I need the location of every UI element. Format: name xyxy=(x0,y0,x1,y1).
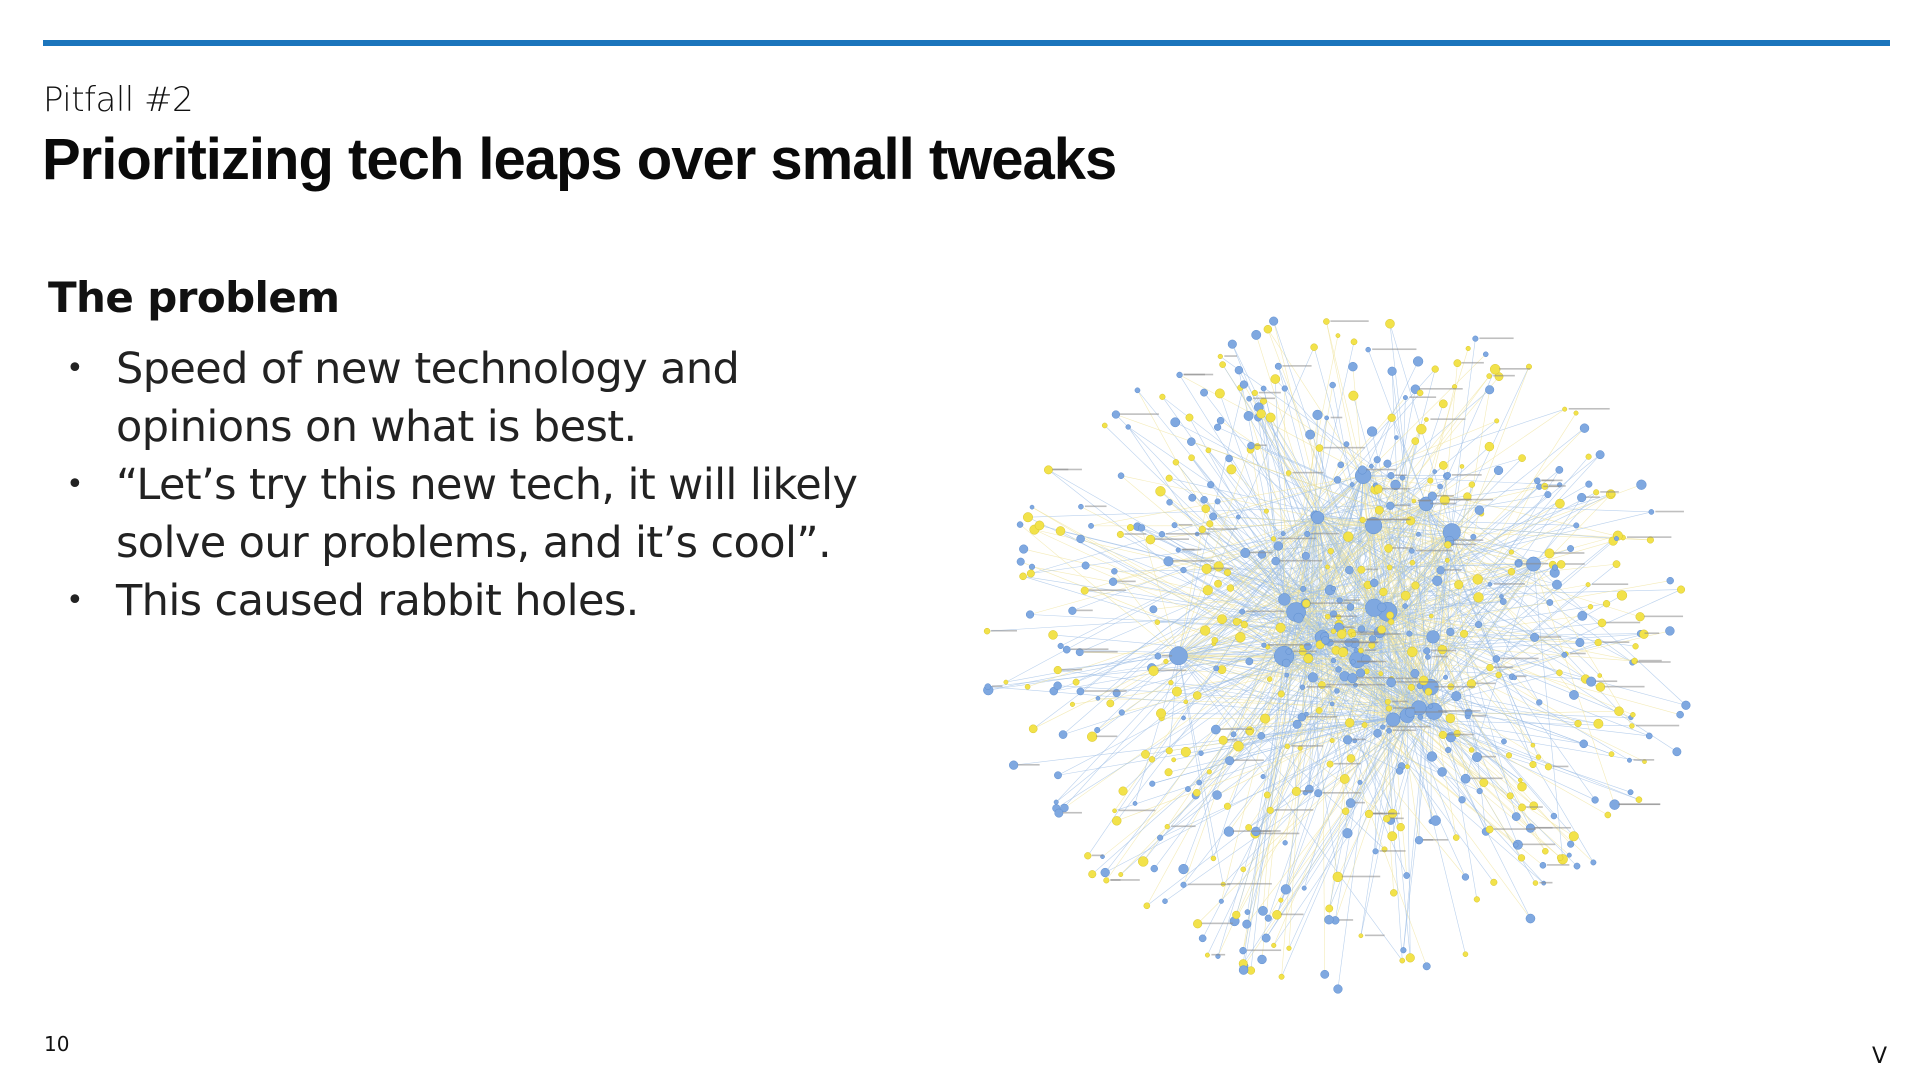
section-heading: The problem xyxy=(48,273,340,322)
bullet-glyph: • xyxy=(66,583,84,618)
slide-eyebrow: Pitfall #2 xyxy=(43,80,194,120)
network-edges xyxy=(987,321,1687,990)
bullet-text: “Let’s try this new tech, it will likely… xyxy=(116,460,858,568)
brand-logo-icon: V xyxy=(1872,1044,1888,1069)
network-nodes xyxy=(983,316,1691,994)
bullet-item: • This caused rabbit holes. xyxy=(60,572,900,630)
slide-title: Prioritizing tech leaps over small tweak… xyxy=(42,127,1117,192)
bullet-glyph: • xyxy=(66,467,84,502)
bullet-item: • “Let’s try this new tech, it will like… xyxy=(60,456,900,572)
top-accent-rule xyxy=(43,40,1890,46)
bullet-list: • Speed of new technology and opinions o… xyxy=(60,340,900,630)
bullet-item: • Speed of new technology and opinions o… xyxy=(60,340,900,456)
bullet-glyph: • xyxy=(66,351,84,386)
bullet-text: This caused rabbit holes. xyxy=(116,576,639,626)
page-number: 10 xyxy=(44,1032,70,1056)
network-graph-illustration xyxy=(983,316,1691,994)
bullet-text: Speed of new technology and opinions on … xyxy=(116,344,740,452)
